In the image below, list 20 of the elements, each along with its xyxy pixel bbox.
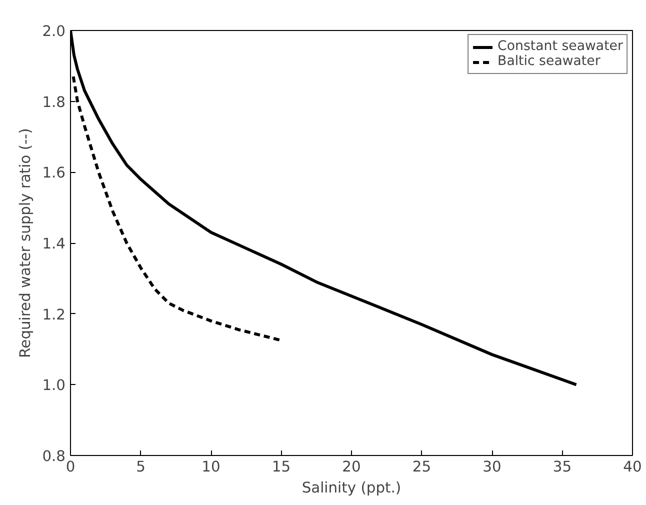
x-tick-label: 5: [136, 458, 146, 476]
x-tick-label: 35: [552, 458, 572, 476]
y-tick-label: 1.6: [42, 164, 66, 182]
x-tick-label: 25: [412, 458, 432, 476]
y-tick-label: 2.0: [42, 23, 66, 40]
x-tick-label: 20: [342, 458, 361, 476]
x-tick-label: 10: [202, 458, 220, 476]
y-tick-label: 1.4: [42, 236, 66, 252]
y-tick-label: 1.8: [42, 94, 66, 111]
x-tick-label: 0: [66, 458, 76, 476]
y-tick-label: 0.8: [42, 448, 66, 465]
legend-label: Constant seawater: [498, 39, 623, 54]
y-axis-title: Required water supply ratio (--): [17, 128, 34, 358]
x-axis-title: Salinity (ppt.): [302, 480, 402, 496]
y-tick-label: 1.2: [42, 306, 66, 324]
x-tick-label: 40: [623, 458, 642, 476]
x-tick-label: 30: [482, 458, 502, 476]
legend-label: Baltic seawater: [498, 54, 600, 69]
y-tick-label: 1.0: [42, 377, 66, 394]
x-tick-label: 15: [272, 458, 291, 476]
